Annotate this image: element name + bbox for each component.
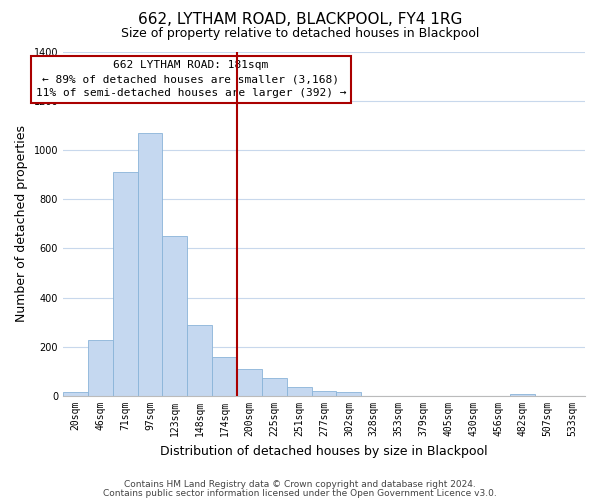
Bar	[262, 378, 287, 396]
Y-axis label: Number of detached properties: Number of detached properties	[15, 126, 28, 322]
Text: Contains HM Land Registry data © Crown copyright and database right 2024.: Contains HM Land Registry data © Crown c…	[124, 480, 476, 489]
Text: Size of property relative to detached houses in Blackpool: Size of property relative to detached ho…	[121, 28, 479, 40]
Bar	[337, 392, 361, 396]
Bar	[88, 340, 113, 396]
Bar	[163, 236, 187, 396]
Text: 662, LYTHAM ROAD, BLACKPOOL, FY4 1RG: 662, LYTHAM ROAD, BLACKPOOL, FY4 1RG	[138, 12, 462, 28]
Text: Contains public sector information licensed under the Open Government Licence v3: Contains public sector information licen…	[103, 488, 497, 498]
Bar	[511, 394, 535, 396]
Bar	[113, 172, 137, 396]
Bar	[63, 392, 88, 396]
Bar	[137, 133, 163, 396]
Text: 662 LYTHAM ROAD: 181sqm
← 89% of detached houses are smaller (3,168)
11% of semi: 662 LYTHAM ROAD: 181sqm ← 89% of detache…	[35, 60, 346, 98]
Bar	[237, 370, 262, 396]
X-axis label: Distribution of detached houses by size in Blackpool: Distribution of detached houses by size …	[160, 444, 488, 458]
Bar	[212, 356, 237, 396]
Bar	[187, 324, 212, 396]
Bar	[287, 386, 311, 396]
Bar	[311, 390, 337, 396]
